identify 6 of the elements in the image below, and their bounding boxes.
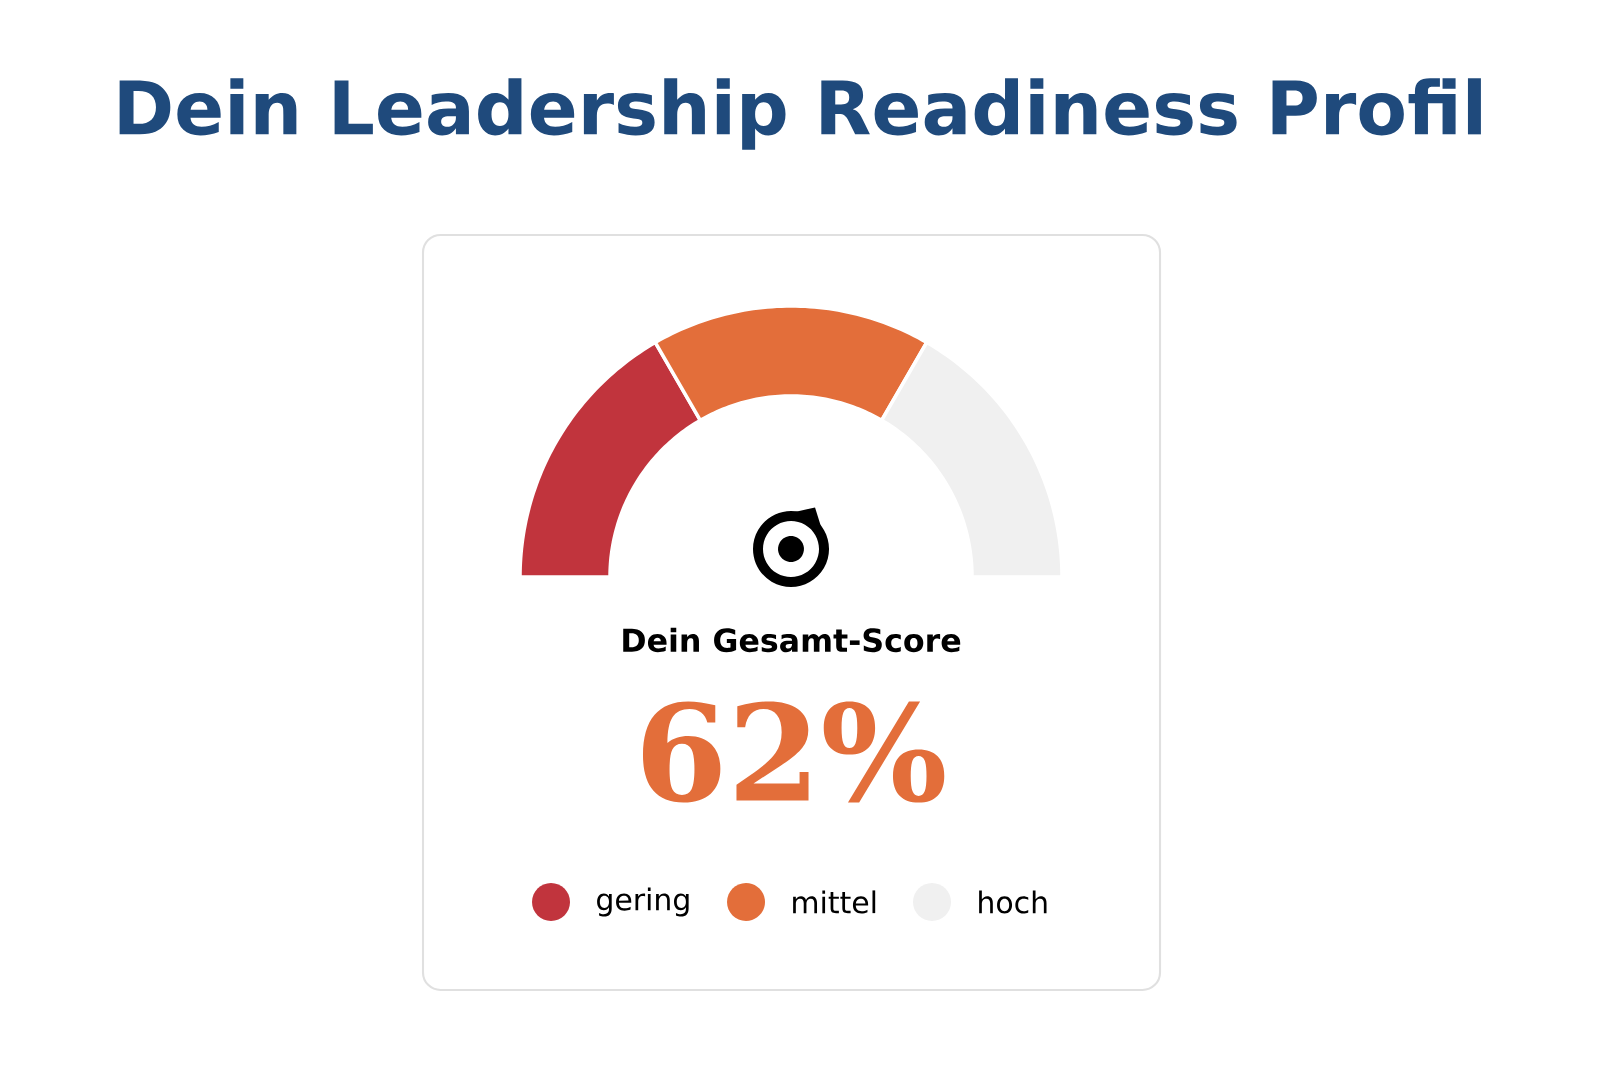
legend-label: gering (597, 887, 689, 917)
legend-label: mittel (793, 890, 876, 914)
text: 62% (642, 701, 945, 803)
text: Dein Gesamt-Score (623, 627, 961, 653)
legend-label: hoch (979, 890, 1047, 914)
chart-title: Dein Leadership Readiness Profil (119, 78, 1481, 150)
